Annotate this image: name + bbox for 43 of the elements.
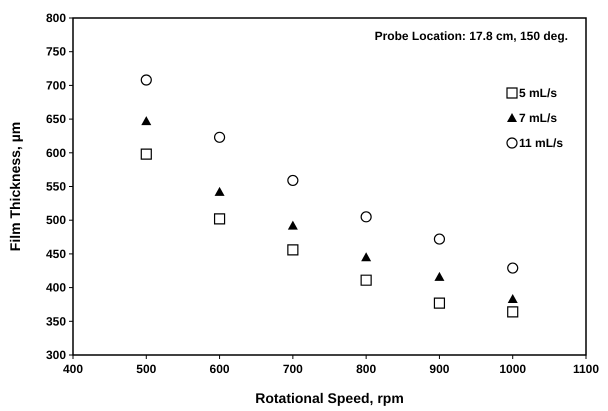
- y-tick-label: 650: [46, 112, 66, 126]
- x-axis-title: Rotational Speed, rpm: [255, 390, 404, 406]
- x-tick-label: 500: [136, 362, 157, 376]
- y-tick-label: 300: [46, 348, 66, 362]
- y-tick-label: 350: [46, 314, 66, 328]
- y-tick-label: 600: [46, 146, 66, 160]
- point: [140, 74, 152, 86]
- y-tick-label: 700: [46, 78, 66, 92]
- y-tick-label: 550: [46, 180, 66, 194]
- x-tick-label: 400: [62, 362, 84, 376]
- point: [287, 244, 298, 256]
- point: [288, 220, 298, 230]
- y-tick-label: 400: [46, 280, 66, 295]
- point: [434, 298, 446, 309]
- point: [507, 306, 518, 318]
- point: [360, 274, 372, 286]
- point: [434, 233, 446, 245]
- point: [214, 186, 225, 196]
- point: [361, 252, 372, 262]
- y-tick-label: 450: [46, 246, 66, 261]
- x-tick-label: 700: [282, 362, 304, 376]
- legend-label: 5 mL/s: [519, 86, 558, 100]
- x-tick-label: 1000: [499, 362, 526, 376]
- point: [287, 174, 298, 186]
- legend-label: 11 mL/s: [519, 136, 564, 150]
- point: [507, 262, 518, 274]
- annotation: Probe Location: 17.8 cm, 150 deg.: [374, 29, 568, 43]
- x-tick-label: 900: [429, 362, 450, 376]
- point: [140, 148, 152, 160]
- point: [508, 294, 518, 304]
- point: [434, 272, 444, 281]
- point: [214, 213, 226, 224]
- point: [360, 211, 372, 222]
- x-tick-label: 1100: [572, 362, 600, 376]
- legend-label: 7 mL/s: [519, 111, 558, 125]
- y-tick-label: 500: [46, 213, 66, 228]
- y-tick-label: 750: [46, 44, 66, 59]
- x-tick-label: 600: [210, 362, 230, 376]
- y-tick-label: 800: [46, 11, 66, 25]
- x-tick-label: 800: [356, 362, 376, 376]
- point: [141, 116, 152, 126]
- y-axis-title: Film Thickness, µm: [7, 122, 23, 252]
- point: [214, 132, 226, 143]
